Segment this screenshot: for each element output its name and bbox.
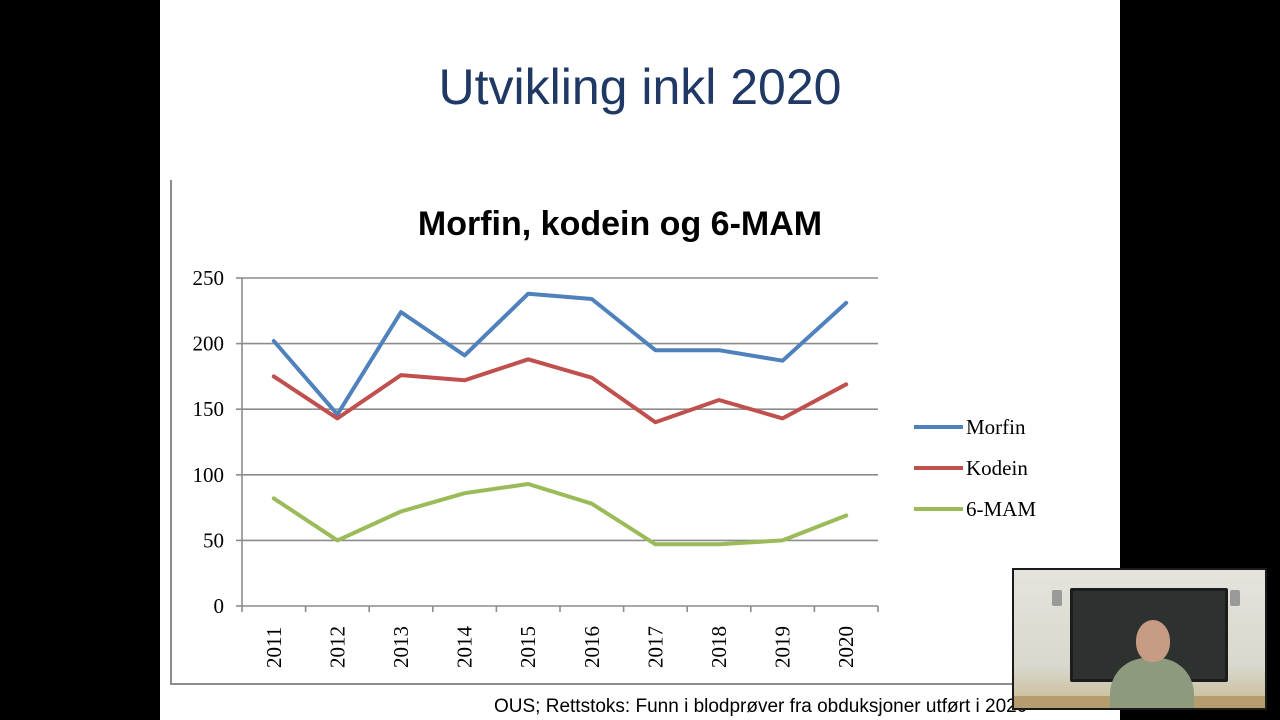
legend-label: 6-MAM	[966, 497, 1036, 521]
x-tick-label: 2018	[707, 626, 731, 668]
y-tick-label: 150	[193, 397, 225, 421]
x-tick-label: 2012	[325, 626, 349, 668]
line-chart: Morfin, kodein og 6-MAM 0 50 100 150 200 250 20…	[193, 205, 1037, 669]
source-note: OUS; Rettstoks: Funn i blodprøver fra ob…	[494, 696, 1028, 717]
x-tick-label: 2020	[834, 626, 858, 668]
speaker-icon	[1052, 590, 1062, 606]
series-line-kodein	[271, 357, 849, 425]
legend-label: Kodein	[966, 456, 1028, 480]
x-tick-label: 2011	[262, 627, 286, 668]
legend-label: Morfin	[966, 415, 1026, 439]
chart-frame	[170, 180, 1120, 685]
presenter-head	[1136, 620, 1170, 662]
presenter-webcam	[1012, 568, 1267, 710]
x-tick-label: 2017	[643, 626, 667, 668]
slide-title: Utvikling inkl 2020	[438, 59, 842, 115]
presentation-slide: Utvikling inkl 2020 Morfin, kodein og 6-…	[160, 0, 1120, 720]
y-tick-label: 250	[193, 266, 225, 290]
series-line-6-mam	[271, 482, 849, 547]
x-tick-label: 2014	[453, 626, 477, 669]
x-tick-label: 2016	[580, 626, 604, 668]
x-tick-label: 2019	[771, 626, 795, 668]
presenter-body	[1110, 658, 1194, 708]
speaker-icon	[1230, 590, 1240, 606]
x-tick-label: 2015	[516, 626, 540, 668]
chart-title: Morfin, kodein og 6-MAM	[418, 205, 822, 243]
y-tick-label: 50	[203, 528, 224, 552]
series-line-morfin	[271, 291, 849, 417]
y-tick-label: 100	[193, 463, 225, 487]
y-tick-label: 0	[214, 594, 225, 618]
y-tick-label: 200	[193, 332, 225, 356]
x-tick-label: 2013	[389, 626, 413, 668]
